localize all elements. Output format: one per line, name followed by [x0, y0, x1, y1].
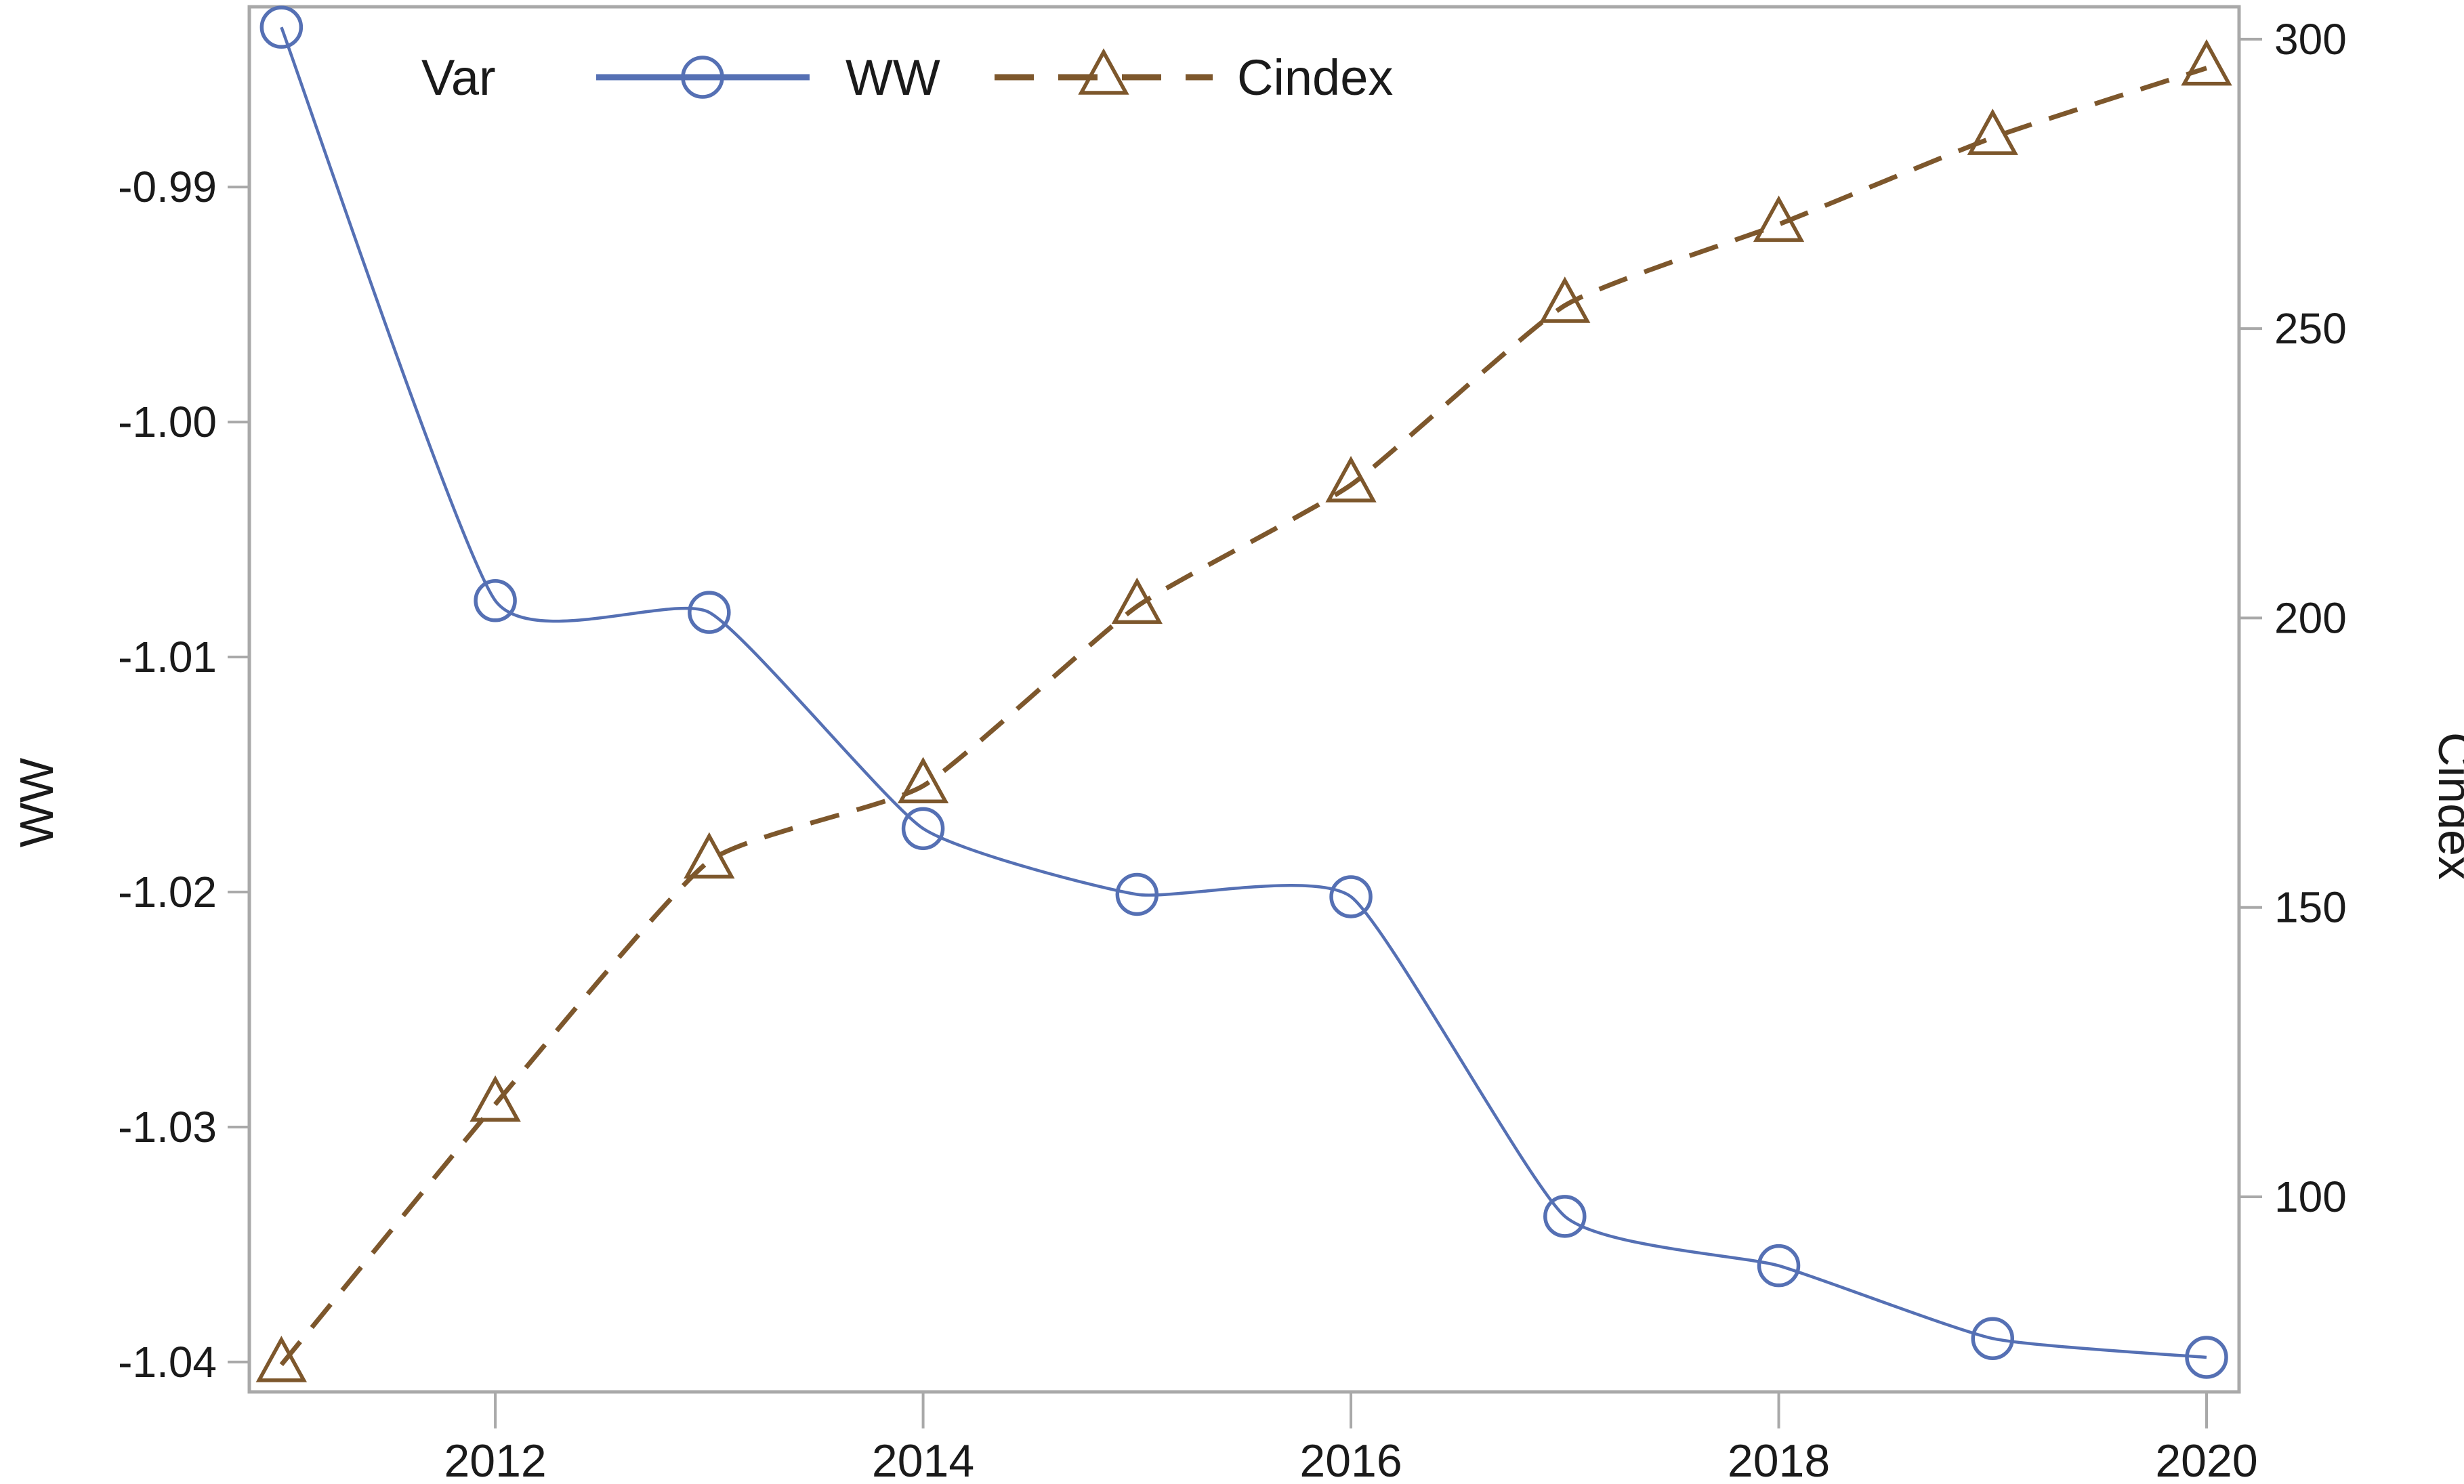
cindex-marker-triangle: [1111, 577, 1163, 624]
plot-frame: [247, 5, 2241, 1394]
cindex-marker-triangle: [1539, 276, 1591, 323]
cindex-marker-triangle: [897, 757, 949, 804]
x-axis-tick-label: 2016: [1299, 1435, 1402, 1484]
y-axis-left-tick-label: -1.04: [118, 1338, 217, 1386]
cindex-marker-triangle: [1325, 456, 1377, 503]
x-axis-tick-label: 2012: [444, 1435, 546, 1484]
y-axis-right-tick-label: 100: [2274, 1172, 2347, 1221]
x-axis-tick-label: 2018: [1728, 1435, 1830, 1484]
y-axis-left-tick-label: -1.01: [118, 633, 217, 681]
x-axis-tick-label: 2020: [2155, 1435, 2257, 1484]
y-axis-right-tick-label: 300: [2274, 15, 2347, 64]
cindex-marker-triangle: [469, 1075, 521, 1122]
legend-ww-label: WW: [845, 49, 940, 106]
legend-title: Var: [421, 49, 496, 106]
y-axis-left-tick-label: -1.00: [118, 398, 217, 446]
y-axis-right-tick-label: 250: [2274, 304, 2347, 353]
cindex-marker-triangle: [1753, 195, 1805, 242]
cindex-series-line: [279, 66, 2208, 1367]
y-axis-left-tick-label: -1.03: [118, 1103, 217, 1151]
ww-marker-circle: [1115, 872, 1159, 916]
cindex-marker-triangle: [2181, 39, 2232, 86]
cindex-marker-triangle: [1967, 108, 2018, 155]
ww-series-line: [280, 26, 2207, 1359]
x-axis-tick-label: 2014: [872, 1435, 974, 1484]
legend-cindex-label: Cindex: [1237, 49, 1393, 106]
ww-marker-circle: [1329, 875, 1373, 918]
ww-marker-circle: [474, 579, 517, 622]
y-axis-left-tick-label: -1.02: [118, 868, 217, 916]
ww-marker-circle: [1971, 1317, 2015, 1360]
y-axis-left-title: WW: [10, 758, 63, 847]
ww-marker-circle: [259, 5, 304, 49]
ww-marker-circle: [1757, 1244, 1801, 1288]
y-axis-right-title: Cindex: [2429, 732, 2464, 880]
ww-marker-circle: [688, 591, 731, 634]
cindex-marker-triangle: [684, 832, 735, 879]
y-axis-left-tick-label: -0.99: [118, 163, 217, 211]
ww-marker-circle: [1543, 1195, 1587, 1238]
legend-cindex-marker: [1078, 48, 1129, 95]
y-axis-right-tick-label: 150: [2274, 883, 2347, 932]
ww-marker-circle: [901, 807, 945, 851]
cindex-marker-triangle: [255, 1336, 308, 1382]
legend-ww-marker: [681, 56, 724, 99]
ww-marker-circle: [2185, 1336, 2228, 1379]
y-axis-right-tick-label: 200: [2274, 593, 2347, 642]
